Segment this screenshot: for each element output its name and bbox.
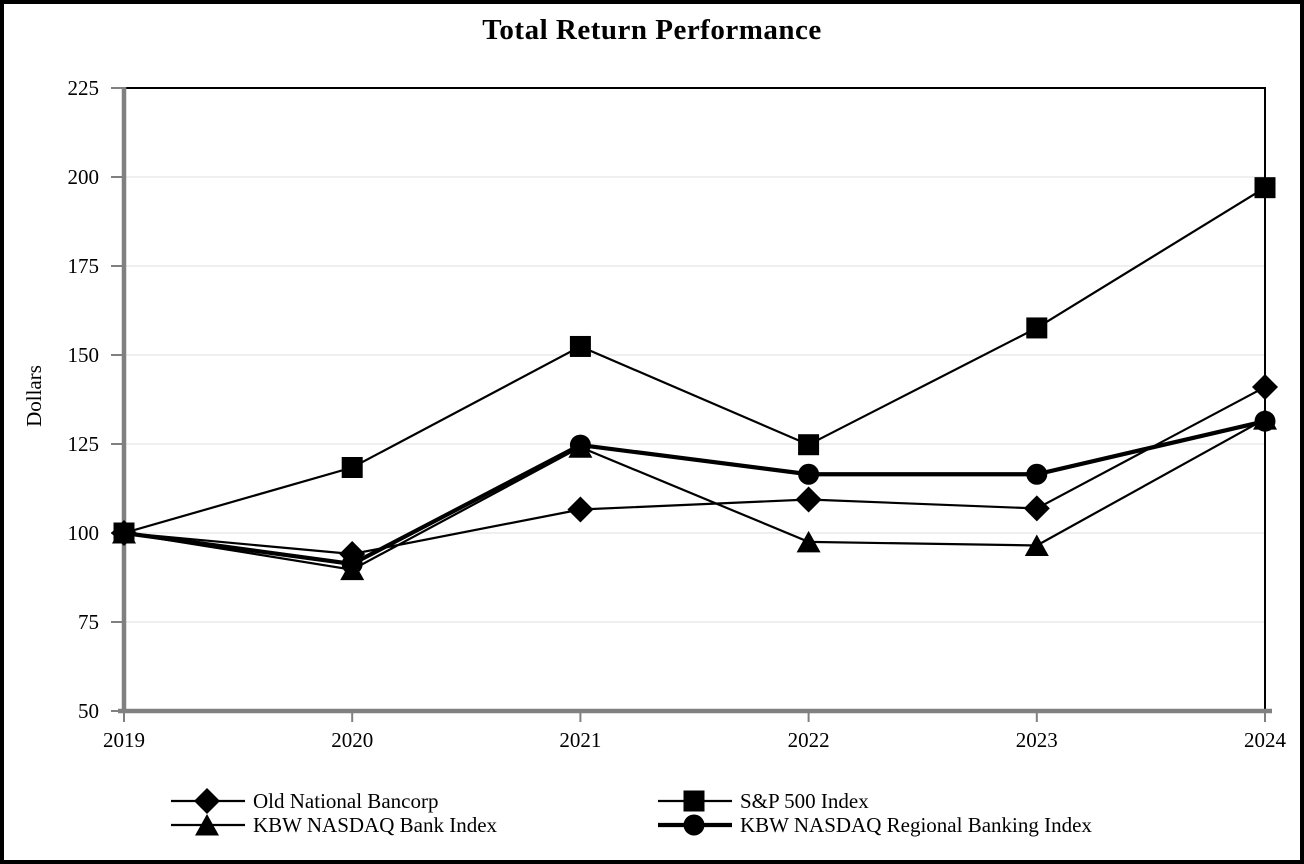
circle-marker: [1254, 410, 1276, 432]
plot-area: 50 75 100 125 150 175 200 225 2019 2020 2021 2022 20…: [68, 76, 1287, 752]
x-tick-label: 2024: [1244, 728, 1287, 752]
square-marker: [1026, 317, 1048, 339]
y-tick-label: 75: [78, 610, 99, 634]
series-line: [123, 418, 1266, 571]
y-tick-label: 100: [68, 521, 100, 545]
legend-diamond-icon: [194, 788, 220, 814]
circle-marker: [341, 553, 363, 575]
legend-circle-icon: [683, 814, 705, 836]
diamond-marker: [1252, 374, 1278, 401]
tick-marks: [111, 87, 1266, 722]
legend-square-icon: [683, 790, 705, 812]
legend-key-triangle-icon: [171, 814, 245, 836]
y-tick-label: 225: [68, 76, 100, 100]
diamond-marker: [795, 486, 822, 513]
legend-key-diamond-icon: [171, 788, 245, 814]
x-tick-label: 2023: [1016, 728, 1058, 752]
legend-item-old-national-bancorp: Old National Bancorp: [171, 787, 438, 815]
y-tick-label: 200: [68, 165, 100, 189]
gridlines: [124, 176, 1265, 623]
legend-item-sp-500-index: S&P 500 Index: [658, 787, 869, 815]
square-marker: [798, 434, 820, 456]
series-kbw-nasdaq-regional-banking-index: [113, 410, 1276, 575]
series-line: [123, 419, 1266, 567]
legend-label: KBW NASDAQ Regional Banking Index: [740, 812, 1092, 837]
square-marker: [1254, 177, 1276, 199]
chart-title: Total Return Performance: [482, 14, 822, 46]
y-tick-label: 150: [68, 343, 100, 367]
triangle-marker: [796, 530, 821, 553]
legend-key-circle-icon: [658, 814, 732, 836]
x-tick-label: 2019: [103, 728, 145, 752]
series-line: [123, 186, 1266, 535]
y-tick-label: 175: [68, 254, 100, 278]
circle-marker: [1026, 463, 1048, 485]
x-tick-label: 2022: [788, 728, 830, 752]
diamond-marker: [567, 496, 594, 523]
x-tick-label: 2020: [331, 728, 373, 752]
legend-item-kbw-nasdaq-regional-banking-index: KBW NASDAQ Regional Banking Index: [658, 811, 1092, 839]
diamond-marker: [1023, 495, 1050, 522]
square-marker: [569, 335, 591, 357]
y-axis-label: Dollars: [22, 365, 46, 427]
square-marker: [113, 522, 135, 544]
x-tick-label: 2021: [559, 728, 601, 752]
axis-labels: 50 75 100 125 150 175 200 225 2019 2020 2021 2022 20…: [68, 76, 1287, 752]
y-tick-label: 50: [78, 699, 99, 723]
series-s-p-500-index: [113, 177, 1276, 544]
series-line: [123, 386, 1266, 556]
circle-marker: [798, 463, 820, 485]
series-old-national-bancorp: [111, 374, 1278, 568]
legend-triangle-icon: [195, 814, 219, 836]
y-tick-label: 125: [68, 432, 100, 456]
triangle-marker: [1024, 534, 1049, 556]
legend-label: KBW NASDAQ Bank Index: [253, 812, 498, 837]
legend-label: Old National Bancorp: [253, 788, 439, 813]
legend-item-kbw-nasdaq-bank-index: KBW NASDAQ Bank Index: [171, 811, 497, 839]
legend-label: S&P 500 Index: [740, 788, 869, 813]
circle-marker: [569, 434, 591, 456]
square-marker: [341, 456, 363, 478]
legend-key-square-icon: [658, 790, 732, 812]
